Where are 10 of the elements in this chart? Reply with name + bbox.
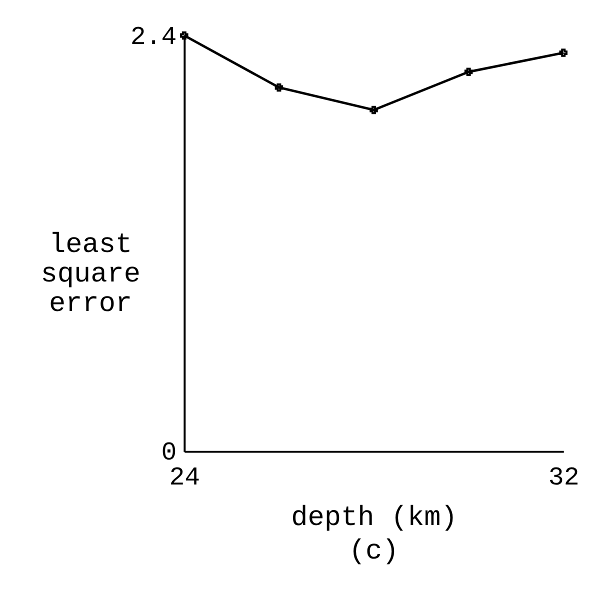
text: (c): [348, 536, 399, 568]
point: [274, 83, 284, 92]
point: [464, 68, 473, 76]
y-tick-label: 2.4: [130, 22, 177, 52]
x-tick-label: 32: [548, 463, 580, 492]
point: [559, 48, 568, 57]
y-axis-title: least square error: [40, 230, 140, 320]
point: [370, 106, 378, 114]
point: [180, 31, 188, 40]
x-axis-title: depth (km): [291, 503, 458, 534]
